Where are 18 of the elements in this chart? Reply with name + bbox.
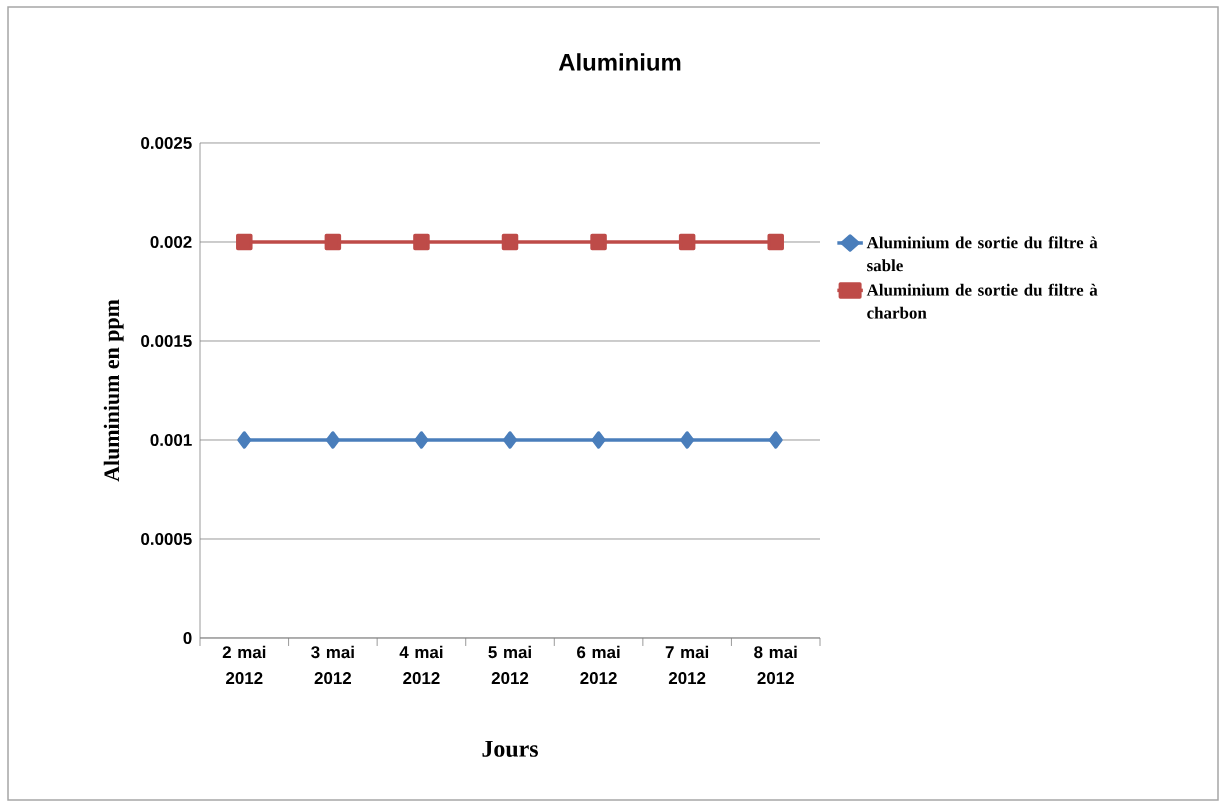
x-tick-label: 4 mai 2012	[399, 645, 443, 685]
y-tick-label: 0	[183, 631, 192, 644]
y-tick-label: 0.001	[150, 433, 192, 446]
x-tick-label: 6 mai 2012	[577, 645, 620, 685]
legend-label: Aluminium de sortie du filtre à sable	[866, 236, 1098, 272]
x-tick-label: 5 mai 2012	[488, 645, 531, 685]
x-tick-label: 7 mai 2012	[665, 645, 709, 685]
y-tick-label: 0.002	[150, 235, 192, 248]
legend-label: Aluminium de sortie du filtre à charbon	[866, 283, 1098, 319]
chart-title: Aluminium	[558, 53, 681, 71]
y-tick-label: 0.0005	[141, 532, 192, 545]
x-tick-label: 2 mai 2012	[222, 645, 266, 685]
x-axis-title: Jours	[482, 740, 538, 757]
x-tick-label: 8 mai 2012	[754, 645, 797, 685]
y-tick-label: 0.0015	[141, 334, 192, 347]
y-tick-label: 0.0025	[141, 136, 192, 149]
x-tick-label: 3 mai 2012	[311, 645, 354, 685]
y-axis-title: Aluminium en ppm	[103, 299, 124, 482]
